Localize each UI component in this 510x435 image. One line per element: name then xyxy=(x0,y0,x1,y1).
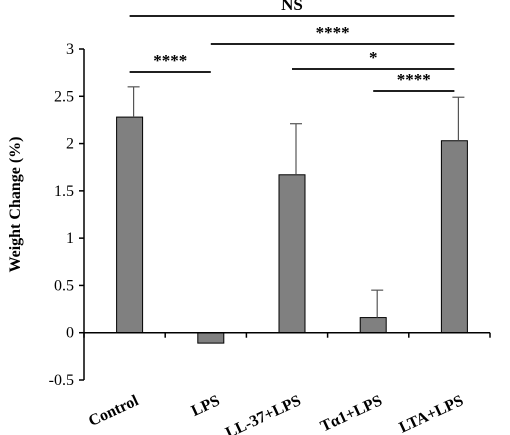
x-axis-labels: Control LPS LL-37+LPS Tα1+LPS LTA+LPS xyxy=(86,392,466,435)
y-tick-label: 0 xyxy=(66,325,74,342)
bar-control xyxy=(116,116,144,334)
error-bars-group xyxy=(127,86,465,318)
bar-lps xyxy=(197,332,225,344)
bar-ll-37-lps xyxy=(278,174,306,334)
x-tick-label: LTA+LPS xyxy=(397,392,467,435)
x-tick-label: Control xyxy=(86,392,142,430)
x-tick-label: LL-37+LPS xyxy=(223,392,304,435)
y-tick-label: 0.5 xyxy=(54,277,74,294)
y-axis-title: Weight Change (%) xyxy=(7,137,24,273)
significance-label: **** xyxy=(153,51,187,70)
y-tick-label: 2 xyxy=(66,136,74,153)
significance-brackets: NS******** ***** xyxy=(129,0,455,92)
y-tick-label: 1.5 xyxy=(54,183,74,200)
y-tick-label: 3 xyxy=(66,41,74,58)
bars-group xyxy=(116,116,468,344)
significance-label: * xyxy=(369,48,378,67)
significance-label: **** xyxy=(397,70,431,89)
significance-label: **** xyxy=(316,23,350,42)
y-tick-label: 1 xyxy=(66,230,74,247)
y-tick-label: -0.5 xyxy=(49,372,74,389)
y-axis-ticks: -0.5 0 0.5 1 1.5 2 2.5 3 xyxy=(49,41,491,389)
significance-label: NS xyxy=(281,0,303,14)
x-tick-label: LPS xyxy=(189,392,223,420)
bar-t-1-lps xyxy=(359,317,387,334)
bar-lta-lps xyxy=(440,140,468,334)
y-tick-label: 2.5 xyxy=(54,88,74,105)
x-tick-label: Tα1+LPS xyxy=(318,392,385,435)
